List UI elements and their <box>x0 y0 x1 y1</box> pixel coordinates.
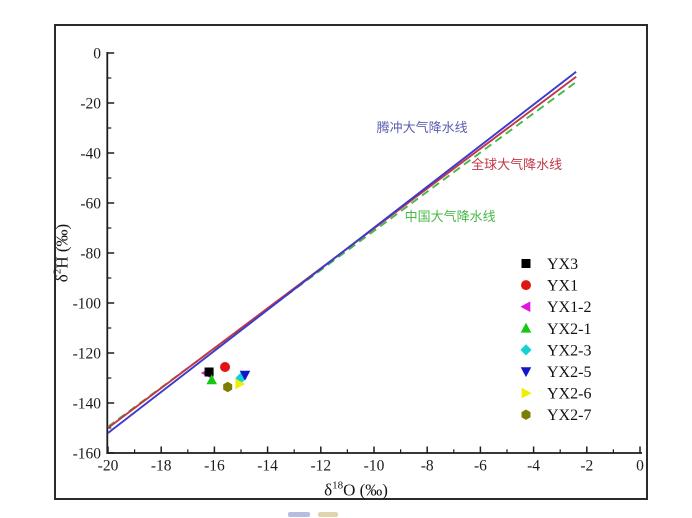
x-tick-label: -2 <box>580 458 593 475</box>
x-tick-label: -6 <box>474 458 487 475</box>
legend-marker-YX1 <box>521 280 531 291</box>
x-axis-label: δ18O (‰) <box>324 480 388 501</box>
y-tick-label: -140 <box>73 395 102 412</box>
y-tick-label: -100 <box>73 295 102 312</box>
legend-marker-YX2-3 <box>520 344 532 356</box>
marker-YX1 <box>220 362 231 372</box>
x-axis-label-sup: 18 <box>332 479 344 492</box>
y-tick-label: -40 <box>80 145 101 162</box>
cropped-caption-fragment <box>318 512 338 517</box>
y-tick-label: -60 <box>80 195 101 212</box>
line-label-腾冲大气降水线: 腾冲大气降水线 <box>377 120 468 135</box>
legend-label-YX1: YX1 <box>547 278 578 295</box>
legend-marker-YX2-7 <box>521 409 531 420</box>
legend-label-YX3: YX3 <box>547 256 578 273</box>
x-tick-label: -14 <box>257 458 278 475</box>
y-axis-label-sup: 2 <box>51 268 64 275</box>
legend-label-YX1-2: YX1-2 <box>547 299 591 316</box>
y-axis-label-prefix: δ <box>52 274 72 283</box>
mwl-lines-group <box>107 70 577 434</box>
legend-marker-YX3 <box>521 259 531 268</box>
legend-label-YX2-3: YX2-3 <box>547 342 591 359</box>
figure-frame <box>54 24 648 500</box>
mwl-line-腾冲大气降水线 <box>107 70 577 434</box>
y-tick-label: -160 <box>73 445 102 462</box>
legend-marker-YX2-1 <box>520 322 532 333</box>
x-tick-label: -10 <box>364 458 385 475</box>
legend-label-YX2-5: YX2-5 <box>547 364 591 381</box>
x-tick-label: -20 <box>98 458 119 475</box>
legend-marker-YX1-2 <box>520 301 531 312</box>
axes-group: -20 -18 -16 -14 -12 -10 -8 -6 -4 -2 00-20-40-60-80… <box>73 45 645 474</box>
x-tick-label: 0 <box>636 458 644 475</box>
marker-YX3 <box>204 367 214 377</box>
x-tick-label: -16 <box>204 458 225 475</box>
cropped-caption-fragment <box>288 512 310 517</box>
markers-group <box>200 362 251 393</box>
marker-YX2-1 <box>206 374 218 385</box>
x-tick-label: -12 <box>310 458 331 475</box>
y-axis-label-main: H (‰) <box>52 223 72 269</box>
legend-group: YX3 YX1 YX1-2 YX2-1 YX2-3 YX2-5 YX2-6 YX2-7 <box>520 256 591 424</box>
marker-YX2-6 <box>235 378 246 390</box>
legend-label-YX2-1: YX2-1 <box>547 321 591 338</box>
legend-label-YX2-7: YX2-7 <box>547 407 591 424</box>
y-tick-label: 0 <box>93 45 101 62</box>
x-axis-label-prefix: δ <box>324 480 333 500</box>
y-tick-label: -80 <box>80 245 101 262</box>
legend-label-YX2-6: YX2-6 <box>547 386 591 403</box>
legend-marker-YX2-5 <box>520 367 532 378</box>
marker-YX2-7 <box>223 381 233 393</box>
x-tick-label: -4 <box>527 458 540 475</box>
x-tick-label: -18 <box>151 458 172 475</box>
line-label-中国大气降水线: 中国大气降水线 <box>405 209 496 224</box>
y-tick-label: -120 <box>73 345 102 362</box>
marker-YX2-5 <box>239 370 251 381</box>
x-tick-label: -8 <box>421 458 434 475</box>
y-axis-label: δ2H (‰) <box>52 224 73 282</box>
line-label-全球大气降水线: 全球大气降水线 <box>471 157 562 172</box>
y-tick-label: -20 <box>80 95 101 112</box>
x-axis-label-main: O (‰) <box>343 480 388 500</box>
legend-marker-YX2-6 <box>521 387 532 399</box>
